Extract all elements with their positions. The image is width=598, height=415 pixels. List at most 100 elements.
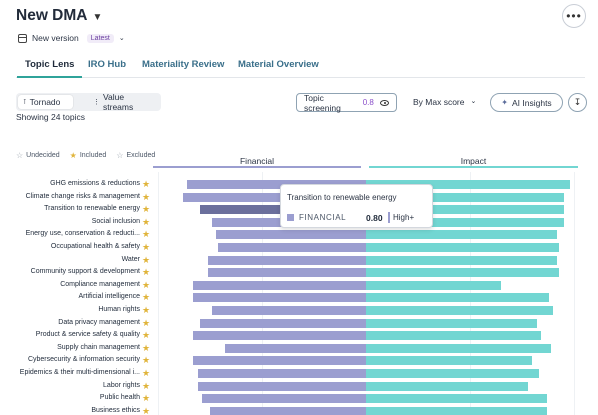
- version-badge: Latest: [86, 33, 114, 43]
- page-title[interactable]: New DMA ▼: [16, 7, 102, 25]
- impact-bar[interactable]: [366, 331, 541, 341]
- star-filled-icon[interactable]: ★: [142, 242, 151, 252]
- star-filled-icon: ★: [69, 151, 77, 160]
- star-filled-icon[interactable]: ★: [142, 279, 151, 290]
- star-filled-icon[interactable]: ★: [142, 204, 151, 215]
- topic-row[interactable]: Business ethics ★: [0, 406, 598, 415]
- financial-bar[interactable]: [193, 356, 366, 366]
- topic-row[interactable]: Data privacy management ★: [0, 318, 598, 331]
- financial-bar[interactable]: [218, 243, 366, 252]
- topic-label: Human rights: [98, 306, 140, 313]
- impact-bar[interactable]: [366, 406, 547, 415]
- impact-bar[interactable]: [366, 243, 560, 252]
- impact-bar[interactable]: [366, 394, 547, 404]
- financial-bar[interactable]: [193, 280, 366, 290]
- star-filled-icon[interactable]: ★: [142, 292, 151, 303]
- star-filled-icon[interactable]: ★: [142, 317, 151, 328]
- topic-row[interactable]: Cybersecurity & information security ★: [0, 355, 598, 368]
- sort-label: By Max score: [413, 97, 465, 107]
- topic-row[interactable]: Labor rights ★: [0, 381, 598, 394]
- value-streams-view-button[interactable]: ⋮ Value streams: [88, 92, 160, 112]
- impact-bar[interactable]: [366, 217, 564, 227]
- star-filled-icon[interactable]: ★: [142, 179, 151, 189]
- topic-row[interactable]: Product & service safety & quality ★: [0, 330, 598, 343]
- star-filled-icon[interactable]: ★: [142, 368, 151, 378]
- impact-bar[interactable]: [366, 369, 539, 378]
- star-filled-icon[interactable]: ★: [142, 380, 151, 391]
- star-filled-icon[interactable]: ★: [142, 229, 151, 240]
- tornado-view-button[interactable]: ⊺ Tornado: [18, 95, 73, 109]
- ai-insights-button[interactable]: ✦ AI Insights: [490, 93, 563, 112]
- star-filled-icon[interactable]: ★: [142, 393, 151, 404]
- topic-row[interactable]: Energy use, conservation & reducti... ★: [0, 229, 598, 242]
- more-options-button[interactable]: •••: [562, 4, 586, 28]
- topic-row[interactable]: Supply chain management ★: [0, 343, 598, 356]
- legend-excluded[interactable]: ☆ Excluded: [116, 151, 155, 160]
- topic-row[interactable]: Artificial intelligence ★: [0, 292, 598, 305]
- topic-row[interactable]: Climate change risks & management ★: [0, 192, 598, 205]
- financial-bar[interactable]: [187, 180, 366, 189]
- financial-bar[interactable]: [212, 306, 366, 315]
- impact-bar[interactable]: [366, 192, 564, 202]
- financial-bar[interactable]: [193, 331, 366, 341]
- impact-bar[interactable]: [366, 205, 564, 215]
- legend-undecided[interactable]: ☆ Undecided: [16, 151, 60, 160]
- financial-bar[interactable]: [207, 255, 366, 265]
- financial-bar[interactable]: [224, 343, 366, 353]
- topic-row[interactable]: Public health ★: [0, 393, 598, 406]
- tab-topic-lens[interactable]: Topic Lens: [16, 59, 83, 78]
- topic-row[interactable]: Compliance management ★: [0, 280, 598, 293]
- topic-row[interactable]: Water ★: [0, 255, 598, 268]
- impact-bar[interactable]: [366, 381, 529, 391]
- star-filled-icon[interactable]: ★: [142, 355, 151, 366]
- impact-bar[interactable]: [366, 255, 558, 265]
- financial-bar[interactable]: [201, 394, 366, 404]
- impact-bar[interactable]: [366, 318, 537, 328]
- topic-row[interactable]: Human rights ★: [0, 305, 598, 318]
- financial-bar[interactable]: [182, 192, 366, 202]
- legend-included[interactable]: ★ Included: [70, 151, 107, 160]
- impact-bar[interactable]: [366, 280, 502, 290]
- topic-row[interactable]: Community support & development ★: [0, 267, 598, 280]
- download-button[interactable]: ↧: [568, 93, 587, 112]
- impact-bar[interactable]: [366, 180, 570, 189]
- impact-bar[interactable]: [366, 268, 560, 278]
- sort-dropdown[interactable]: By Max score ⌄: [413, 97, 476, 107]
- star-filled-icon[interactable]: ★: [142, 267, 151, 278]
- star-filled-icon[interactable]: ★: [142, 305, 151, 315]
- topic-screening-control[interactable]: Topic screening 0.8: [296, 93, 397, 113]
- star-filled-icon[interactable]: ★: [142, 330, 151, 341]
- topic-row[interactable]: Occupational health & safety ★: [0, 242, 598, 255]
- chevron-down-icon[interactable]: ⌄: [118, 35, 125, 42]
- tab-materiality-review[interactable]: Materiality Review: [142, 59, 225, 70]
- impact-bar[interactable]: [366, 306, 554, 315]
- financial-bar[interactable]: [197, 381, 366, 391]
- financial-bar[interactable]: [216, 230, 366, 240]
- value-streams-label: Value streams: [103, 92, 134, 112]
- tab-material-overview[interactable]: Material Overview: [238, 59, 319, 70]
- impact-bar[interactable]: [366, 343, 552, 353]
- financial-bar[interactable]: [197, 369, 366, 378]
- star-filled-icon[interactable]: ★: [142, 191, 151, 202]
- impact-bar[interactable]: [366, 293, 550, 303]
- star-filled-icon[interactable]: ★: [142, 342, 151, 353]
- star-filled-icon[interactable]: ★: [142, 254, 151, 265]
- topic-label: Occupational health & safety: [50, 243, 140, 250]
- star-filled-icon[interactable]: ★: [142, 405, 151, 415]
- topic-label: Climate change risks & management: [25, 192, 140, 200]
- topic-row[interactable]: GHG emissions & reductions ★: [0, 179, 598, 192]
- financial-bar[interactable]: [207, 268, 366, 278]
- star-filled-icon[interactable]: ★: [142, 216, 151, 227]
- impact-bar[interactable]: [366, 230, 558, 240]
- eye-icon[interactable]: [379, 99, 389, 106]
- version-selector[interactable]: New version Latest ⌄: [18, 33, 125, 43]
- chevron-down-icon[interactable]: ▼: [92, 11, 103, 23]
- financial-bar[interactable]: [193, 293, 366, 303]
- financial-header-line: [153, 166, 361, 168]
- financial-bar[interactable]: [199, 318, 366, 328]
- financial-bar[interactable]: [210, 406, 366, 415]
- topic-row[interactable]: Epidemics & their multi-dimensional i...…: [0, 368, 598, 381]
- tooltip-swatch: [287, 214, 294, 221]
- tab-iro-hub[interactable]: IRO Hub: [88, 59, 126, 70]
- impact-bar[interactable]: [366, 356, 533, 366]
